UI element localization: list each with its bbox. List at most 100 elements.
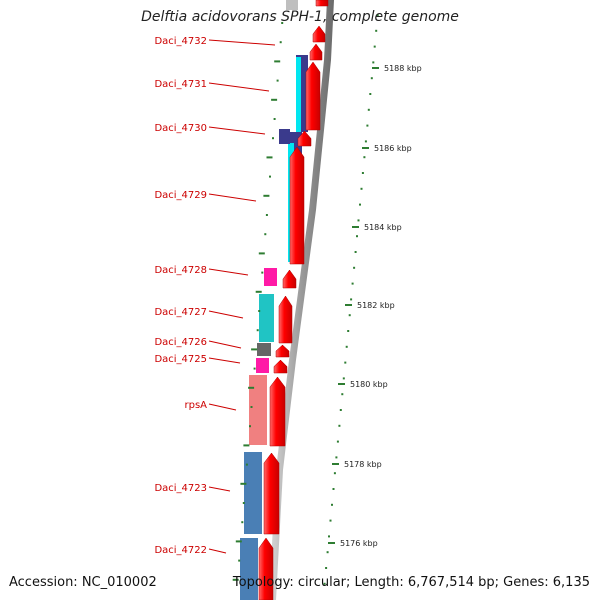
scale-minor-tick [351, 282, 354, 285]
gene-labels-layer: Daci_4732 Daci_4731 Daci_4730 Daci_4729 Daci… [154, 36, 276, 556]
scale-label-text: 5188 kbp [384, 64, 422, 73]
scale-minor-tick [372, 61, 375, 64]
gene-label-connector [208, 403, 237, 411]
gene-label-text: Daci_4728 [154, 265, 207, 276]
scale-label: 5186 kbp [362, 144, 412, 153]
scale-label: 5182 kbp [345, 301, 395, 310]
gene-label-text: Daci_4726 [154, 337, 207, 348]
feature-bar [249, 375, 267, 445]
feature-bar [286, 0, 298, 10]
topology-text: Topology: circular; Length: 6,767,514 bp… [232, 575, 590, 590]
scale-label: 5188 kbp [372, 64, 422, 73]
inner-ring-tick [256, 329, 259, 332]
scale-label-text: 5176 kbp [340, 539, 378, 548]
scale-label-text: 5184 kbp [364, 223, 402, 232]
scale-minor-tick [326, 551, 329, 554]
scale-minor-tick [357, 219, 360, 222]
scale-minor-tick [345, 345, 348, 348]
inner-ring-tick [250, 406, 253, 408]
gene-label: Daci_4727 [154, 307, 244, 319]
inner-ring-tick [241, 521, 244, 524]
scale-minor-tick [376, 14, 379, 16]
inner-ring-tick [255, 290, 262, 293]
gene-label-text: Daci_4725 [154, 354, 207, 365]
scale-minor-tick [359, 203, 361, 206]
inner-ring-tick [248, 386, 255, 389]
scale-minor-tick [366, 124, 369, 127]
scale-minor-tick [342, 377, 345, 380]
scale-minor-tick [335, 456, 338, 459]
scale-ring-layer: 5188 kbp 5186 kbp 5184 kbp 5182 kbp 5180 kbp… [232, 14, 422, 585]
scale-label-text: 5182 kbp [357, 301, 395, 310]
gene-label-text: rpsA [184, 400, 207, 411]
gene-label: Daci_4729 [154, 190, 257, 202]
inner-ring-tick [269, 175, 271, 178]
scale-minor-tick [363, 156, 366, 159]
scale-minor-tick [354, 251, 357, 253]
cds-arrow [315, 0, 329, 7]
scale-minor-tick [333, 472, 336, 475]
inner-ring-tick [242, 502, 245, 504]
cds-arrow [305, 61, 321, 131]
gene-label-text: Daci_4731 [154, 79, 207, 90]
gene-label: Daci_4726 [154, 337, 242, 349]
scale-minor-tick [328, 535, 330, 538]
inner-ring-tick [240, 482, 247, 485]
scale-minor-tick [331, 503, 333, 506]
inner-ring-tick [264, 233, 267, 236]
map-title: Delftia acidovorans SPH-1, complete geno… [141, 9, 459, 25]
gene-label-text: Daci_4730 [154, 123, 207, 134]
inner-ring-tick [258, 252, 265, 255]
scale-minor-tick [341, 393, 344, 396]
accession-text: Accession: NC_010002 [9, 575, 157, 590]
inner-ring-tick [235, 540, 242, 543]
inner-ring-tick [265, 214, 268, 216]
feature-bar [259, 294, 274, 342]
inner-ring-tick [251, 348, 258, 351]
cds-arrow [297, 130, 312, 147]
gene-label-text: Daci_4723 [154, 483, 207, 494]
scale-minor-tick [364, 140, 367, 143]
inner-ring-tick [279, 41, 282, 44]
feature-bar [279, 129, 290, 144]
gene-label: Daci_4722 [154, 545, 227, 556]
backbone-ring [269, 0, 334, 600]
scale-minor-tick [350, 298, 353, 301]
scale-minor-tick [338, 424, 341, 427]
inner-ring-tick [281, 22, 284, 24]
scale-minor-tick [336, 440, 339, 443]
gene-label: rpsA [184, 400, 237, 411]
scale-label: 5180 kbp [338, 380, 388, 389]
scale-minor-tick [369, 93, 372, 95]
cds-arrow [282, 269, 297, 289]
scale-label-text: 5178 kbp [344, 460, 382, 469]
scale-minor-tick [348, 314, 351, 317]
cds-arrow [309, 43, 323, 61]
gene-label-text: Daci_4729 [154, 190, 207, 201]
inner-ring-tick [245, 463, 248, 466]
inner-ring-tick [238, 559, 241, 562]
feature-bar [264, 268, 277, 286]
cds-arrow [278, 295, 293, 344]
inner-ring-tick [276, 79, 279, 82]
feature-bar [257, 343, 271, 356]
scale-minor-tick [332, 488, 335, 490]
gene-label: Daci_4732 [154, 36, 276, 47]
inner-ring-tick [243, 444, 250, 447]
gene-label-text: Daci_4727 [154, 307, 207, 318]
gene-label-connector [208, 357, 241, 364]
gene-label-connector [208, 126, 266, 135]
cds-arrow [275, 344, 290, 358]
scale-minor-tick [367, 108, 370, 111]
inner-ring-tick [271, 98, 278, 101]
inner-ring-tick [253, 367, 256, 370]
feature-bar [240, 538, 258, 600]
scale-minor-tick [325, 567, 328, 569]
scale-minor-tick [339, 409, 342, 411]
inner-ring-tick [266, 156, 273, 159]
gene-label-connector [208, 486, 231, 492]
inner-ring-tick [274, 60, 281, 63]
scale-minor-tick [323, 582, 326, 585]
inner-ring-tick [261, 271, 264, 274]
